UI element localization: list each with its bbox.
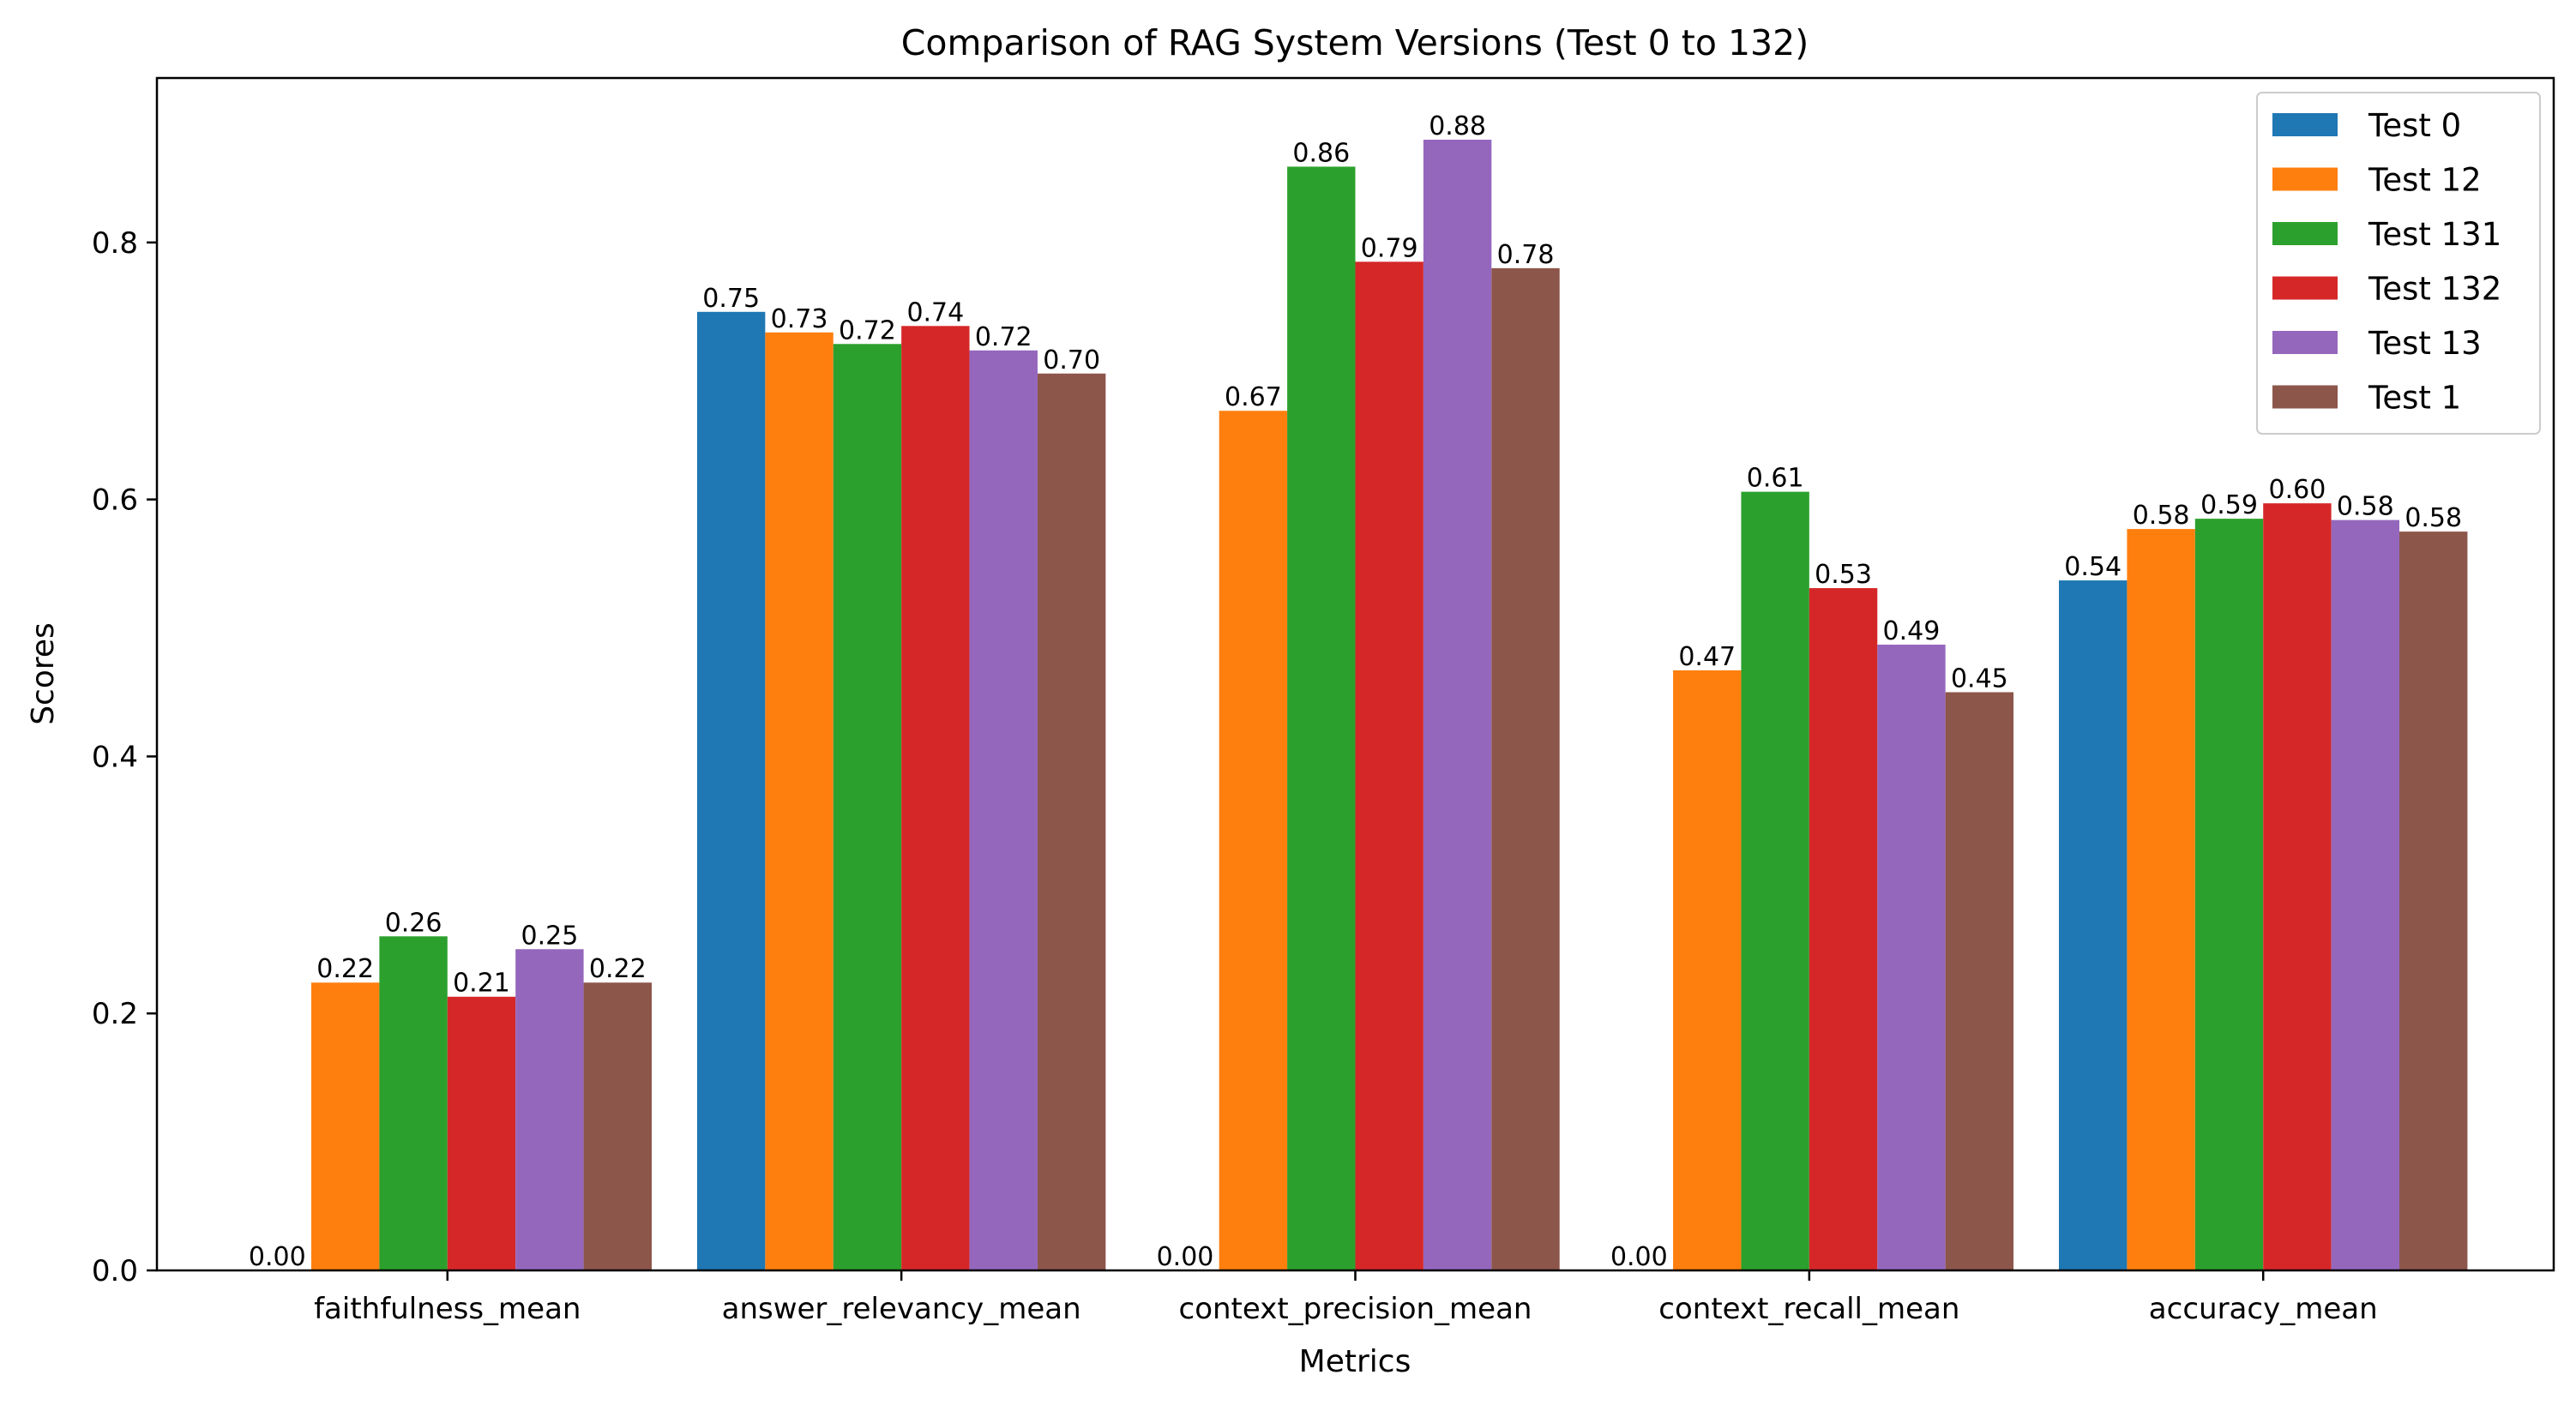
chart-title: Comparison of RAG System Versions (Test …	[901, 22, 1809, 63]
bar-value-label: 0.78	[1497, 240, 1555, 270]
bar-value-label: 0.47	[1678, 642, 1736, 672]
bar-value-label: 0.58	[2337, 492, 2394, 522]
bar	[1423, 139, 1492, 1271]
bar-value-label: 0.00	[1157, 1242, 1214, 1272]
bar	[447, 996, 516, 1270]
y-axis: 0.0 0.2 0.4 0.6 0.8	[92, 226, 157, 1288]
bar-value-label: 0.61	[1747, 464, 1804, 494]
bar-value-label: 0.49	[1883, 616, 1941, 646]
bar	[515, 949, 584, 1270]
bar-value-label: 0.21	[453, 969, 510, 999]
bar	[2194, 519, 2264, 1270]
x-tick-label: context_recall_mean	[1658, 1292, 1959, 1326]
bar	[310, 982, 380, 1270]
bar-value-label: 0.86	[1292, 138, 1350, 168]
bar	[765, 332, 834, 1270]
bar-value-label: 0.74	[906, 297, 964, 327]
bar	[1287, 166, 1356, 1271]
bar-value-label: 0.54	[2064, 552, 2122, 582]
legend-label: Test 13	[2368, 325, 2482, 362]
bar	[2331, 519, 2400, 1270]
bar	[1877, 645, 1946, 1270]
bar-value-label: 0.22	[589, 954, 647, 984]
bar-value-label: 0.72	[839, 315, 896, 345]
bar	[1809, 588, 1878, 1270]
y-tick-label: 0.6	[92, 483, 138, 518]
bar-value-label: 0.58	[2133, 501, 2190, 531]
bar	[2059, 580, 2128, 1270]
legend-label: Test 1	[2368, 380, 2461, 417]
x-tick-label: accuracy_mean	[2149, 1292, 2378, 1326]
bar	[2399, 531, 2468, 1270]
legend-label: Test 131	[2368, 216, 2501, 253]
bar-value-label: 0.00	[1610, 1242, 1668, 1272]
bar	[1945, 692, 2014, 1270]
bar	[583, 982, 652, 1270]
bar-value-label: 0.73	[771, 304, 828, 334]
bar	[833, 344, 902, 1270]
bar	[696, 311, 766, 1270]
y-tick-label: 0.0	[92, 1254, 138, 1288]
legend-swatch	[2272, 276, 2338, 300]
bar-value-label: 0.60	[2269, 475, 2326, 505]
bar-labels-group: 0.00 0.75 0.00 0.00 0.54 0.22 0.73 0.67 0.47 0.58…	[249, 111, 2462, 1272]
bar-value-label: 0.70	[1043, 345, 1100, 375]
bar-value-label: 0.45	[1951, 663, 2008, 693]
y-tick-label: 0.8	[92, 226, 138, 261]
bar-value-label: 0.00	[249, 1242, 306, 1272]
legend-label: Test 12	[2368, 162, 2482, 199]
bar	[2263, 503, 2332, 1270]
y-tick-label: 0.2	[92, 997, 138, 1031]
bar-value-label: 0.59	[2200, 490, 2258, 520]
bar	[1219, 411, 1288, 1271]
x-tick-label: context_precision_mean	[1179, 1292, 1532, 1326]
y-axis-label: Scores	[26, 622, 61, 725]
bar-value-label: 0.22	[316, 954, 374, 984]
x-axis-label: Metrics	[1299, 1344, 1411, 1379]
bar-value-label: 0.26	[385, 908, 442, 938]
bar-value-label: 0.25	[521, 921, 578, 951]
bar-value-label: 0.88	[1429, 111, 1486, 141]
x-tick-label: faithfulness_mean	[314, 1292, 581, 1326]
bar	[1673, 670, 1742, 1270]
x-tick-label: answer_relevancy_mean	[722, 1292, 1081, 1326]
legend-swatch	[2272, 331, 2338, 354]
bar-value-label: 0.75	[702, 284, 760, 314]
bar	[2127, 529, 2195, 1270]
bar	[1355, 261, 1423, 1271]
legend-swatch	[2272, 113, 2338, 136]
bar	[1741, 491, 1809, 1270]
bar	[1491, 267, 1560, 1271]
y-tick-label: 0.4	[92, 740, 138, 774]
legend-swatch	[2272, 385, 2338, 409]
bar	[969, 350, 1038, 1270]
x-axis: faithfulness_mean answer_relevancy_mean co…	[314, 1270, 2378, 1326]
legend-label: Test 132	[2368, 271, 2501, 308]
bar-value-label: 0.72	[975, 322, 1032, 352]
bar-value-label: 0.67	[1225, 382, 1282, 412]
legend-swatch	[2272, 167, 2338, 191]
bar	[1037, 373, 1106, 1270]
legend-label: Test 0	[2368, 107, 2461, 144]
legend-swatch	[2272, 222, 2338, 245]
legend: Test 0 Test 12 Test 131 Test 132 Test 13 Test…	[2256, 92, 2541, 435]
bar-value-label: 0.53	[1815, 560, 1872, 590]
bar	[901, 326, 970, 1270]
bar-value-label: 0.79	[1361, 233, 1418, 263]
bars-group	[310, 139, 2468, 1271]
bar-value-label: 0.58	[2404, 503, 2462, 533]
bar	[379, 936, 448, 1270]
